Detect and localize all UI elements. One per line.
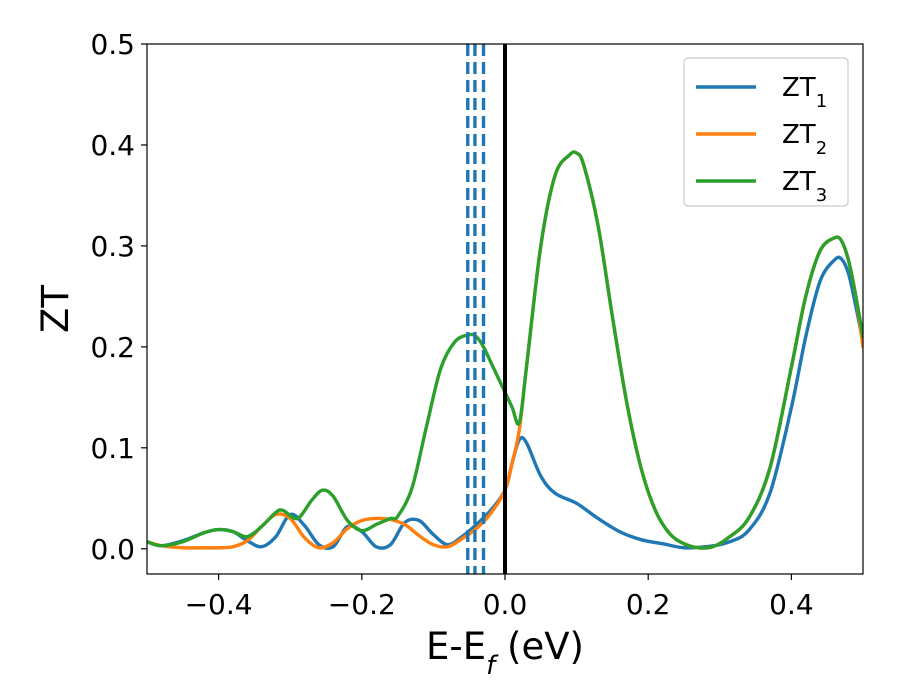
y-tick-label: 0.2	[90, 331, 135, 364]
y-tick-label: 0.0	[90, 533, 135, 566]
x-tick-label: 0.0	[483, 588, 528, 621]
x-axis-ticks: −0.4 −0.2 0.0 0.2 0.4	[185, 574, 814, 621]
legend-label-zt1: ZT1	[782, 73, 827, 112]
plot-area	[147, 44, 863, 574]
legend-box	[683, 57, 849, 207]
y-axis-ticks: 0.0 0.1 0.2 0.3 0.4 0.5	[90, 28, 147, 566]
y-tick-label: 0.4	[90, 129, 135, 162]
y-tick-label: 0.3	[90, 230, 135, 263]
y-tick-label: 0.1	[90, 432, 135, 465]
x-tick-label: −0.4	[185, 588, 253, 621]
x-tick-label: 0.2	[626, 588, 671, 621]
x-axis-label: E-Ef (eV)	[426, 625, 584, 681]
legend-label-zt3: ZT3	[782, 167, 827, 206]
legend: ZT1 ZT2 ZT3	[683, 57, 849, 207]
x-tick-label: −0.2	[328, 588, 396, 621]
legend-label-zt2: ZT2	[782, 120, 827, 159]
y-tick-label: 0.5	[90, 28, 135, 61]
x-tick-label: 0.4	[769, 588, 814, 621]
series-line-zt3	[147, 150, 863, 550]
y-axis-label: ZT	[34, 285, 77, 333]
plot-frame	[146, 43, 864, 575]
